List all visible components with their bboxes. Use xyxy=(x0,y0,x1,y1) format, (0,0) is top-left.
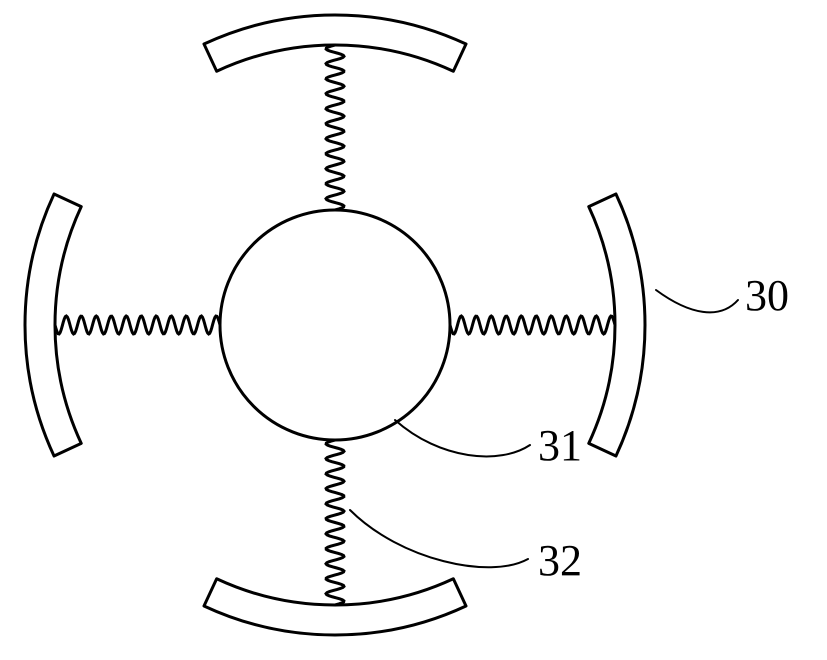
spring-connector xyxy=(55,316,220,334)
spring-connector xyxy=(326,45,344,210)
ref-label-31: 31 xyxy=(538,421,582,470)
arc-pad xyxy=(25,194,81,456)
leader-line-32 xyxy=(350,510,528,567)
central-hub xyxy=(220,210,450,440)
leader-line-31 xyxy=(395,420,530,456)
leader-line-30 xyxy=(656,290,738,312)
arc-pad xyxy=(204,579,466,635)
arc-pad xyxy=(204,15,466,71)
arc-pad xyxy=(589,194,645,456)
spring-connector xyxy=(450,316,615,334)
ref-label-30: 30 xyxy=(745,271,789,320)
ref-label-32: 32 xyxy=(538,536,582,585)
spring-connector xyxy=(326,440,344,605)
